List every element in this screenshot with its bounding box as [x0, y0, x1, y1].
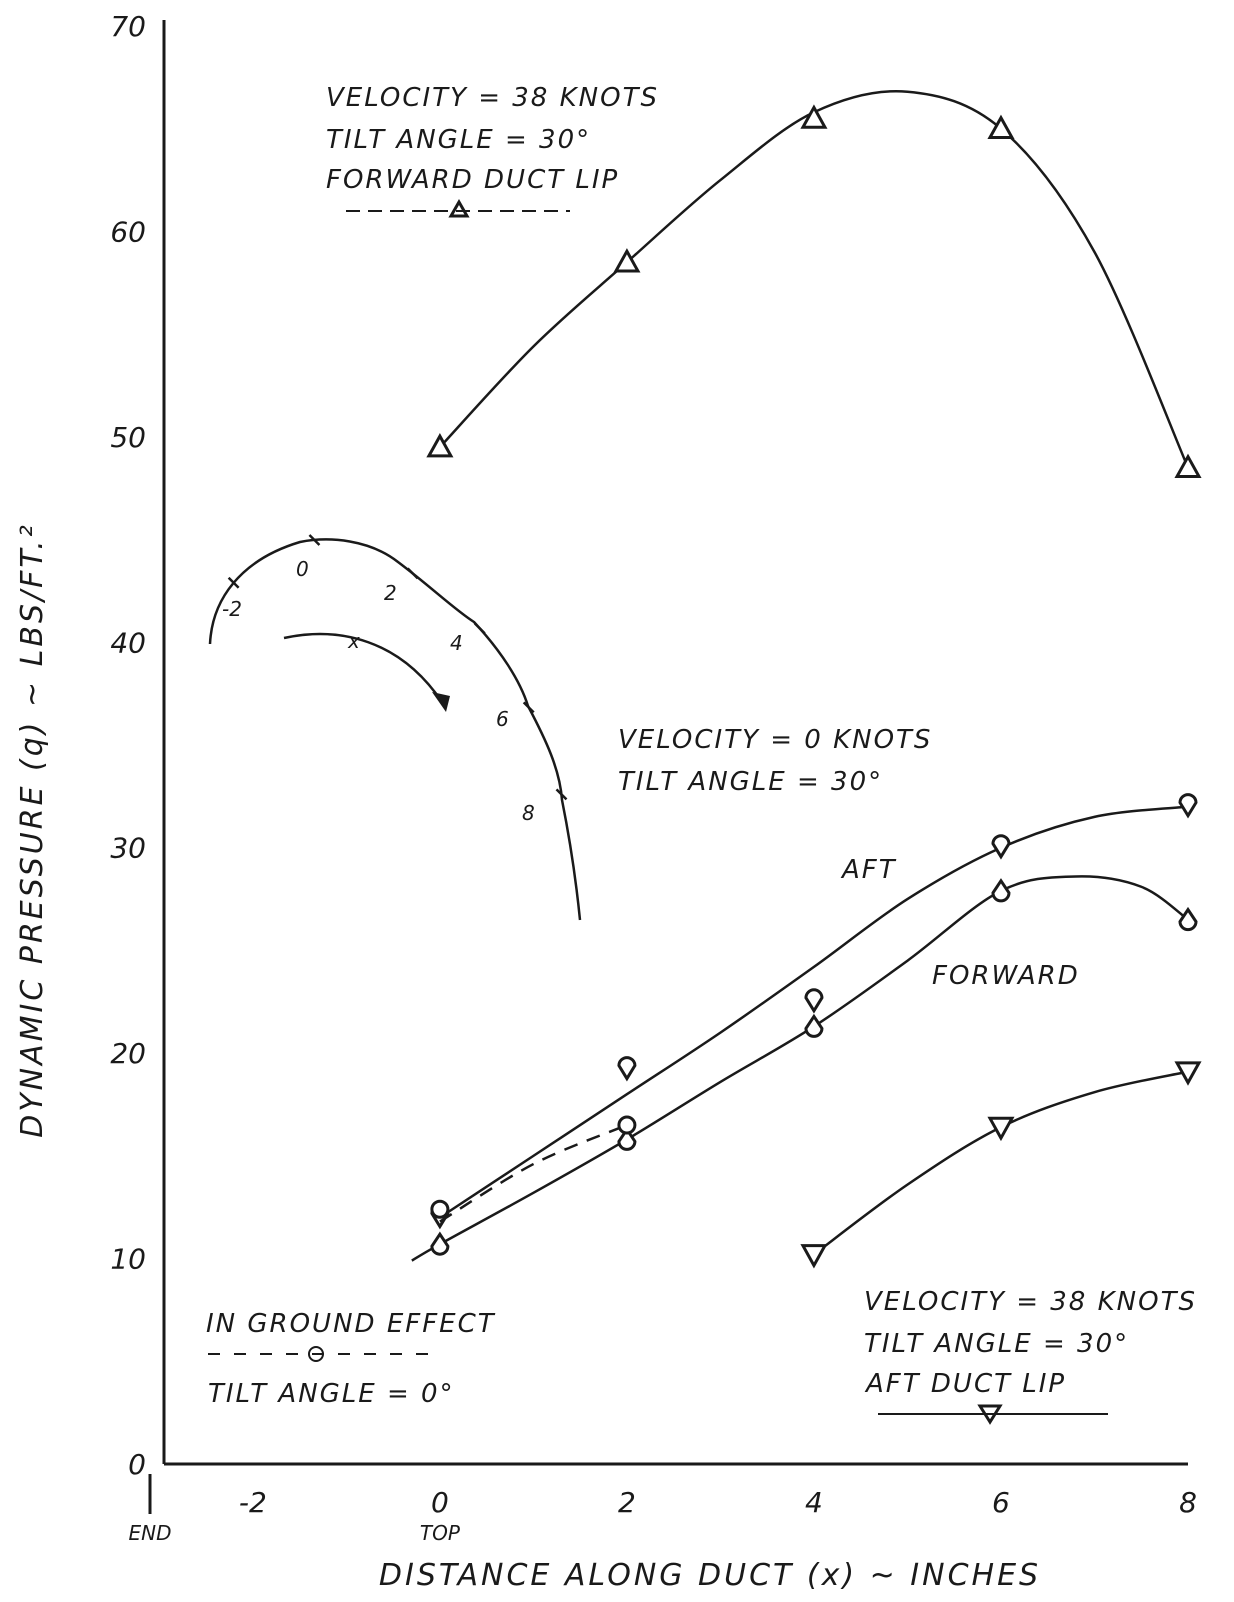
- x-tick-label-5: 8: [1179, 1486, 1197, 1519]
- inset-label-0: 0: [296, 557, 309, 581]
- series-0-point-0: [426, 433, 454, 458]
- x-tick-label-1: 0: [431, 1486, 449, 1519]
- inset-label-2: 2: [384, 581, 397, 605]
- legend-mid-line-1: VELOCITY = 0 KNOTS: [618, 725, 932, 755]
- x-axis-title: DISTANCE ALONG DUCT (x) ~ INCHES: [379, 1558, 1041, 1593]
- series-2-point-2: [804, 988, 824, 1014]
- x-tick-label-3: 4: [805, 1486, 823, 1519]
- series-1-point-1: [987, 1116, 1015, 1142]
- series-2-point-1: [617, 1056, 637, 1082]
- series-2-point-3: [991, 834, 1011, 860]
- x-tick-sublabel-1: TOP: [420, 1521, 461, 1545]
- series-0-point-3: [987, 114, 1015, 140]
- series-3-point-2: [804, 1013, 824, 1038]
- y-tick-label-5: 50: [110, 421, 146, 454]
- inset-station-tick-0: [227, 576, 240, 589]
- series-1-point-0: [800, 1244, 828, 1269]
- x-tick-label-2: 2: [618, 1486, 636, 1519]
- forward-curve-label: FORWARD: [932, 961, 1080, 991]
- duct-lip-inset-diagram: -2 0 2 4 6 8 x: [208, 534, 582, 921]
- y-axis-title: DYNAMIC PRESSURE (q) ~ LBS/FT.²: [15, 522, 50, 1138]
- legend-ground-circle-marker: [308, 1346, 324, 1362]
- y-tick-label-4: 40: [110, 626, 146, 659]
- series-0-line: [438, 89, 1190, 469]
- inset-station-tick-3: [473, 622, 486, 635]
- x-tick-sublabel-0: END: [129, 1521, 172, 1545]
- legend-bottom-right-line-2: TILT ANGLE = 30°: [864, 1329, 1129, 1359]
- series-3-point-4: [1178, 906, 1198, 932]
- series-3-line: [411, 875, 1189, 1262]
- x-tick-label-4: 6: [992, 1486, 1010, 1519]
- series-2-line: [439, 805, 1189, 1219]
- series-layer: [411, 89, 1202, 1269]
- series-4-line: [439, 1123, 628, 1223]
- y-tick-label-0: 0: [128, 1448, 146, 1481]
- duct-lip-station-ticks: [227, 534, 568, 801]
- inset-arrowhead: [432, 692, 450, 712]
- legend-top-triangle-marker: [448, 198, 470, 218]
- series-1-line: [813, 1070, 1189, 1256]
- legend-forward-duct-lip: VELOCITY = 38 KNOTS TILT ANGLE = 30° FOR…: [326, 83, 659, 218]
- x-tick-label-0: -2: [239, 1486, 267, 1519]
- legend-ground-line-2: TILT ANGLE = 0°: [208, 1379, 455, 1409]
- aft-curve-label: AFT: [840, 855, 897, 885]
- legend-top-line-1: VELOCITY = 38 KNOTS: [326, 83, 659, 113]
- y-tick-label-3: 30: [110, 832, 146, 865]
- y-tick-label-2: 20: [110, 1037, 146, 1070]
- inset-station-tick-4: [522, 701, 535, 714]
- legend-top-line-2: TILT ANGLE = 30°: [326, 125, 591, 155]
- y-tick-label-6: 60: [110, 215, 146, 248]
- inset-label-6: 6: [496, 707, 509, 731]
- legend-ground-effect: IN GROUND EFFECT TILT ANGLE = 0°: [206, 1309, 496, 1409]
- inset-arrow-label: x: [347, 629, 360, 653]
- inset-station-tick-1: [308, 534, 321, 546]
- inset-label-minus-2: -2: [222, 597, 242, 621]
- series-0-point-2: [800, 104, 828, 129]
- inset-direction-arrow: [283, 632, 444, 703]
- inset-label-4: 4: [450, 631, 463, 655]
- series-0-point-1: [613, 248, 641, 273]
- series-1-point-2: [1174, 1061, 1202, 1086]
- y-tick-label-7: 70: [110, 10, 146, 43]
- series-3-point-0: [430, 1231, 450, 1256]
- series-2-point-4: [1178, 793, 1198, 819]
- series-3-point-1: [617, 1126, 637, 1151]
- inset-label-8: 8: [522, 801, 535, 825]
- y-tick-label-1: 10: [110, 1243, 146, 1276]
- legend-zero-knots: VELOCITY = 0 KNOTS TILT ANGLE = 30°: [618, 725, 932, 797]
- series-3-point-3: [991, 878, 1011, 903]
- inset-station-tick-2: [406, 567, 419, 580]
- legend-bottom-right-line-1: VELOCITY = 38 KNOTS: [864, 1287, 1197, 1317]
- series-0-point-4: [1174, 453, 1202, 478]
- series-4-point-1: [617, 1115, 637, 1135]
- legend-aft-duct-lip: VELOCITY = 38 KNOTS TILT ANGLE = 30° AFT…: [864, 1287, 1197, 1425]
- legend-mid-line-2: TILT ANGLE = 30°: [618, 767, 883, 797]
- series-4-point-0: [430, 1199, 450, 1219]
- legend-top-line-3: FORWARD DUCT LIP: [326, 165, 619, 195]
- legend-ground-line-1: IN GROUND EFFECT: [206, 1309, 496, 1339]
- inset-station-tick-5: [555, 788, 568, 801]
- legend-bottom-right-line-3: AFT DUCT LIP: [864, 1369, 1066, 1399]
- legend-bottom-right-triangle-marker: [977, 1404, 1003, 1425]
- duct-lip-arc: [208, 538, 582, 921]
